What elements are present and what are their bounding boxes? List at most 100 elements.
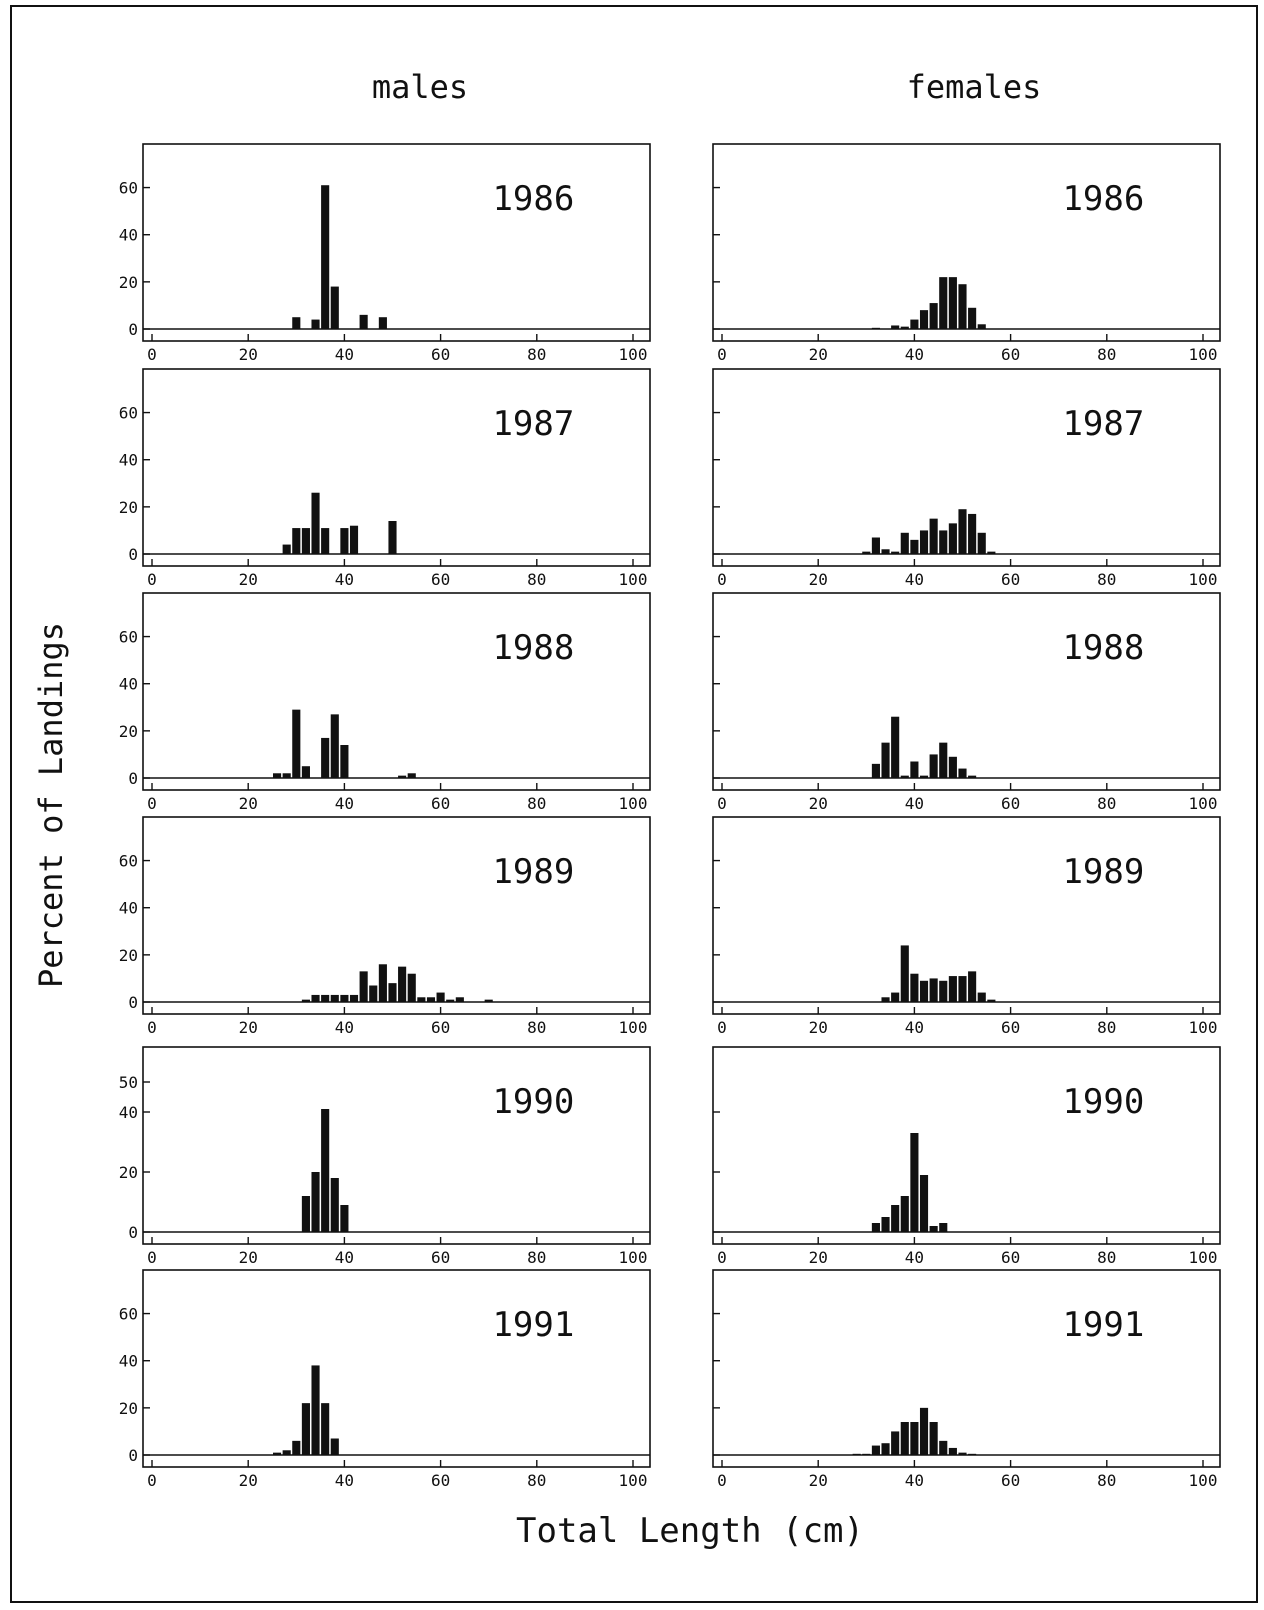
x-tick-label-females-1987-0: 0 (717, 570, 727, 589)
x-tick-label-males-1989-60: 60 (431, 1018, 450, 1037)
panel-frame-females-1989 (712, 816, 1221, 1015)
y-tick-label-males-1991-20: 20 (119, 1399, 138, 1418)
panel-females-1988: 0 20 40 60 80 100 1988 (712, 592, 1221, 813)
panel-year-label-females-1990: 1990 (1062, 1082, 1144, 1122)
bar-females-1990-38 (900, 1196, 909, 1232)
x-tick-label-males-1988-0: 0 (147, 794, 157, 813)
figure-frame (10, 5, 1258, 1603)
bar-males-1989-32 (301, 999, 310, 1002)
bar-males-1986-48 (378, 317, 387, 329)
bar-females-1986-52 (968, 307, 977, 329)
y-tick-label-males-1989-60: 60 (119, 852, 138, 871)
panel-females-1991: 0 20 40 60 80 100 1991 (712, 1269, 1221, 1490)
bar-females-1988-46 (939, 742, 948, 778)
panel-males-1991: 0 20 40 60 80 100 0 20 40 60 1991 (119, 1269, 651, 1490)
panel-frame-females-1986 (712, 143, 1221, 342)
panel-females-1990: 0 20 40 60 80 100 1990 (712, 1046, 1221, 1267)
panel-females-1987: 0 20 40 60 80 100 1987 (712, 368, 1221, 589)
bar-males-1987-50 (388, 521, 397, 554)
x-tick-label-males-1987-100: 100 (619, 570, 648, 589)
bar-males-1988-32 (301, 766, 310, 778)
y-tick-label-males-1991-0: 0 (128, 1446, 138, 1465)
column-title-males: males (372, 68, 468, 106)
panel-year-label-males-1988: 1988 (492, 628, 574, 668)
bar-males-1990-36 (321, 1109, 330, 1232)
x-tick-label-males-1990-60: 60 (431, 1248, 450, 1267)
x-tick-label-females-1987-100: 100 (1189, 570, 1218, 589)
x-tick-label-females-1991-100: 100 (1189, 1471, 1218, 1490)
bar-females-1988-36 (891, 716, 900, 778)
bar-males-1987-36 (321, 528, 330, 554)
bar-females-1990-34 (881, 1217, 890, 1232)
bar-females-1991-28 (852, 1453, 861, 1456)
y-tick-label-males-1991-40: 40 (119, 1352, 138, 1371)
x-tick-label-females-1987-20: 20 (809, 570, 828, 589)
y-tick-label-males-1990-0: 0 (128, 1223, 138, 1242)
bar-females-1991-38 (900, 1422, 909, 1455)
bar-males-1990-32 (301, 1196, 310, 1232)
bar-females-1987-56 (987, 551, 996, 554)
y-tick-label-males-1987-20: 20 (119, 498, 138, 517)
bar-females-1989-38 (900, 945, 909, 1002)
bar-females-1986-42 (919, 310, 929, 329)
bar-females-1990-40 (910, 1133, 919, 1232)
x-tick-label-females-1988-100: 100 (1189, 794, 1218, 813)
y-tick-label-males-1987-0: 0 (128, 545, 138, 564)
x-tick-label-males-1991-100: 100 (619, 1471, 648, 1490)
bar-females-1989-46 (939, 980, 948, 1002)
bar-males-1989-44 (359, 971, 368, 1002)
x-tick-label-males-1987-60: 60 (431, 570, 450, 589)
panel-year-label-males-1989: 1989 (492, 852, 574, 892)
x-tick-label-females-1989-0: 0 (717, 1018, 727, 1037)
bar-females-1990-44 (929, 1226, 938, 1232)
bar-males-1986-38 (330, 286, 339, 329)
panel-year-label-females-1986: 1986 (1062, 179, 1144, 219)
bar-females-1986-46 (939, 277, 948, 329)
bar-females-1990-36 (891, 1205, 900, 1232)
bar-males-1989-54 (407, 973, 416, 1002)
panel-frame-males-1988 (142, 592, 651, 791)
panel-year-label-females-1988: 1988 (1062, 628, 1144, 668)
x-tick-label-females-1988-40: 40 (905, 794, 924, 813)
bar-males-1989-62 (446, 999, 455, 1002)
bar-males-1989-64 (455, 997, 464, 1002)
x-tick-label-males-1987-40: 40 (335, 570, 354, 589)
bar-females-1991-46 (939, 1440, 948, 1455)
x-tick-label-females-1991-60: 60 (1001, 1471, 1020, 1490)
bar-females-1991-44 (929, 1422, 938, 1455)
y-axis-label: Percent of Landings (32, 622, 70, 988)
panel-year-label-females-1991: 1991 (1062, 1305, 1144, 1345)
bar-females-1989-54 (977, 992, 986, 1002)
panel-frame-males-1986 (142, 143, 651, 342)
bar-males-1987-42 (349, 525, 359, 554)
bar-females-1987-34 (881, 549, 890, 554)
bar-females-1991-32 (871, 1445, 880, 1455)
bar-males-1989-38 (330, 994, 339, 1002)
x-tick-label-females-1987-60: 60 (1001, 570, 1020, 589)
bar-females-1988-50 (958, 768, 967, 778)
bar-females-1986-54 (977, 324, 986, 329)
bar-females-1987-48 (948, 523, 957, 554)
x-tick-label-males-1991-0: 0 (147, 1471, 157, 1490)
x-tick-label-females-1989-40: 40 (905, 1018, 924, 1037)
bar-males-1989-58 (426, 997, 436, 1002)
bar-females-1990-32 (871, 1223, 880, 1232)
bar-males-1988-38 (330, 714, 339, 778)
bar-males-1991-34 (311, 1365, 320, 1455)
x-tick-label-females-1987-40: 40 (905, 570, 924, 589)
y-tick-label-males-1987-60: 60 (119, 404, 138, 423)
panel-males-1988: 0 20 40 60 80 100 0 20 40 60 1988 (119, 592, 651, 813)
x-tick-label-males-1989-40: 40 (335, 1018, 354, 1037)
bar-males-1988-26 (273, 773, 282, 778)
panel-frame-females-1988 (712, 592, 1221, 791)
panel-males-1990: 0 20 40 60 80 100 0 20 40 50 1990 (119, 1046, 651, 1267)
x-tick-label-females-1990-20: 20 (809, 1248, 828, 1267)
x-tick-label-females-1990-40: 40 (905, 1248, 924, 1267)
x-tick-label-males-1988-80: 80 (527, 794, 546, 813)
bar-females-1988-52 (968, 775, 977, 778)
x-tick-label-females-1990-0: 0 (717, 1248, 727, 1267)
bar-males-1987-28 (282, 544, 291, 554)
panel-frame-females-1987 (712, 368, 1221, 567)
bar-females-1987-32 (871, 537, 880, 554)
bar-females-1987-54 (977, 532, 986, 554)
